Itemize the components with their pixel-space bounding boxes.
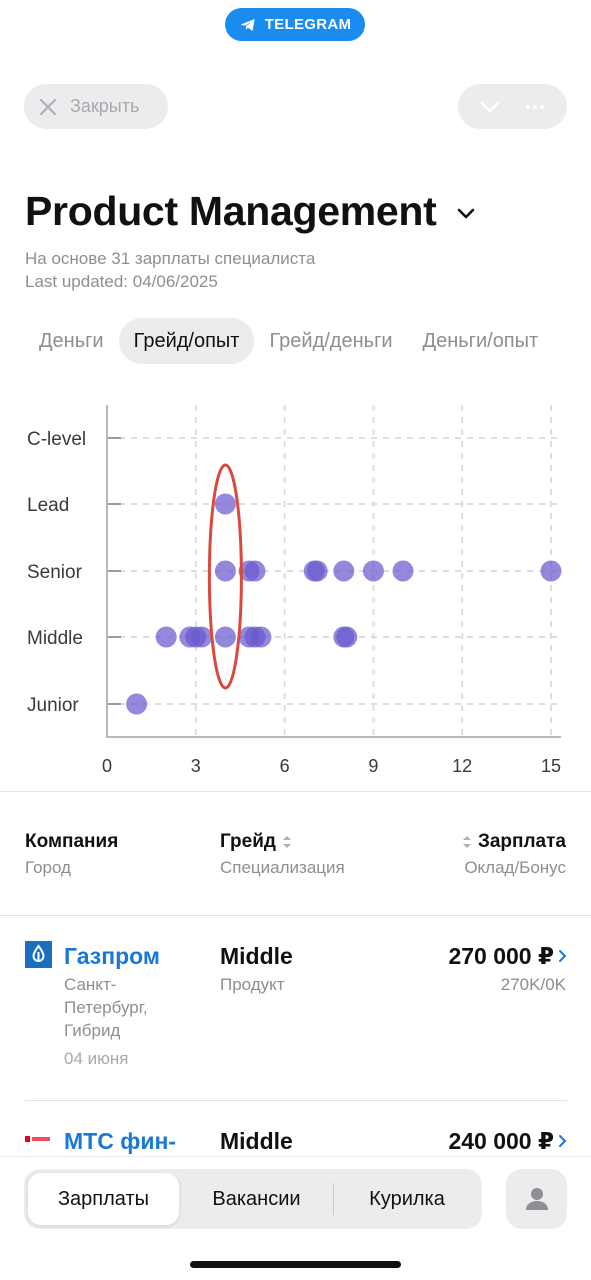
grade-text: Middle: [220, 1128, 293, 1154]
grade-experience-chart: Junior Middle Senior Lead C-level 0 3 6 9 12 15: [27, 405, 562, 776]
x-tick-label: 0: [102, 756, 112, 776]
spec-text: Продукт: [220, 975, 285, 994]
data-point: [155, 626, 177, 648]
salary-split: 270K/0K: [500, 975, 566, 994]
data-point: [126, 693, 148, 715]
col-salary-label: Зарплата: [477, 831, 566, 852]
home-indicator: [190, 1261, 401, 1268]
tab-grade-experience[interactable]: Грейд/опыт: [118, 318, 255, 364]
col-grade-header[interactable]: Грейд: [220, 831, 292, 853]
user-icon: [525, 1188, 548, 1210]
data-point: [336, 626, 358, 648]
col-grade-label: Грейд: [220, 831, 276, 852]
close-icon: [39, 98, 57, 115]
date-text: 04 июня: [64, 1049, 129, 1068]
page-title-row[interactable]: Product Management: [25, 188, 477, 235]
page-title: Product Management: [25, 188, 437, 234]
highlight-ellipse: [207, 463, 243, 690]
chevron-right-icon: [559, 1135, 567, 1147]
tab-money-experience[interactable]: Деньги/опыт: [422, 330, 539, 352]
telegram-label: TELEGRAM: [264, 16, 352, 33]
header-menu: [458, 84, 567, 129]
y-tick-label: Junior: [27, 695, 79, 716]
profile-button[interactable]: [506, 1169, 567, 1229]
telegram-icon: [240, 18, 255, 31]
sort-icon: [462, 836, 471, 848]
data-point: [214, 493, 236, 515]
company-link[interactable]: Газпром: [64, 943, 160, 969]
company-link[interactable]: МТС фин-: [64, 1128, 177, 1154]
x-tick-label: 15: [541, 756, 561, 776]
data-point: [250, 626, 272, 648]
chevron-down-icon: [455, 194, 477, 229]
col-grade-sub: Специализация: [220, 858, 345, 877]
mts-logo: [25, 1136, 50, 1142]
x-tick-label: 9: [368, 756, 378, 776]
data-point: [392, 560, 414, 582]
nav-smoking-room[interactable]: Курилка: [369, 1188, 445, 1210]
data-point: [214, 626, 236, 648]
close-button[interactable]: Закрыть: [24, 84, 168, 129]
subtitle-updated: Last updated: 04/06/2025: [25, 272, 218, 291]
telegram-badge: TELEGRAM: [225, 8, 365, 41]
divider: [0, 791, 591, 792]
tab-grade-money[interactable]: Грейд/деньги: [269, 330, 393, 352]
subtitle-count: На основе 31 зарплаты специалиста: [25, 249, 316, 268]
divider: [25, 1100, 567, 1101]
nav-salaries[interactable]: Зарплаты: [28, 1173, 179, 1225]
tab-money[interactable]: Деньги: [39, 330, 104, 352]
y-tick-label: C-level: [27, 429, 86, 450]
salary-text: 240 000 ₽: [448, 1128, 554, 1154]
nav-group: Зарплаты Вакансии Курилка: [24, 1169, 482, 1229]
bottom-nav: Зарплаты Вакансии Курилка: [0, 1156, 591, 1280]
x-tick-label: 3: [191, 756, 201, 776]
y-tick-label: Senior: [27, 562, 83, 583]
col-company-header[interactable]: Компания: [25, 831, 118, 853]
data-point: [306, 560, 328, 582]
gazprom-logo: [25, 941, 52, 968]
col-company-sub: Город: [25, 858, 71, 877]
data-point: [540, 560, 562, 582]
x-tick-label: 6: [280, 756, 290, 776]
grade-text: Middle: [220, 943, 293, 969]
x-tick-label: 12: [452, 756, 472, 776]
col-salary-header[interactable]: Зарплата: [462, 831, 566, 853]
nav-divider: [333, 1183, 334, 1215]
chevron-right-icon: [559, 950, 567, 962]
chart-tabs: Деньги Грейд/опыт Грейд/деньги Деньги/оп…: [24, 318, 553, 364]
nav-vacancies[interactable]: Вакансии: [212, 1188, 301, 1210]
close-label: Закрыть: [70, 96, 140, 116]
y-tick-label: Lead: [27, 495, 69, 516]
city-text: Санкт-Петербург, Гибрид: [64, 975, 148, 1040]
col-salary-sub: Оклад/Бонус: [464, 858, 566, 877]
data-point: [362, 560, 384, 582]
data-point: [244, 560, 266, 582]
data-point: [333, 560, 355, 582]
divider: [0, 915, 591, 916]
data-point: [214, 560, 236, 582]
chevron-down-icon[interactable]: [478, 95, 502, 119]
more-icon[interactable]: [523, 95, 547, 119]
sort-icon: [282, 836, 291, 848]
salary-text: 270 000 ₽: [448, 943, 554, 969]
data-point: [191, 626, 213, 648]
y-tick-label: Middle: [27, 628, 83, 649]
col-company-label: Компания: [25, 831, 119, 852]
